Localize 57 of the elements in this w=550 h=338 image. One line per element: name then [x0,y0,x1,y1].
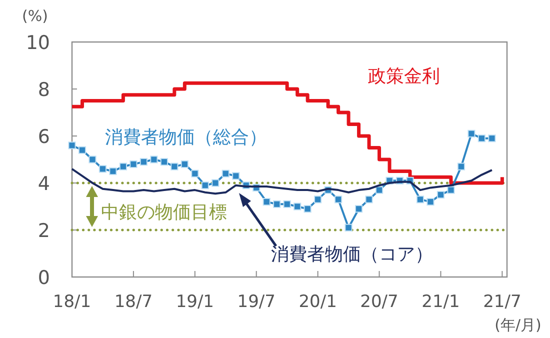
series-label: 政策金利 [368,66,440,87]
point [436,190,445,199]
point [160,158,168,166]
point [140,158,148,166]
x-tick-label: 18/1 [52,292,92,312]
point [222,170,230,178]
point [262,198,270,206]
x-tick-label: 19/7 [237,292,276,312]
x-tick-label: 20/7 [360,292,398,312]
point [334,196,342,204]
point [375,186,384,194]
x-tick-label: 18/7 [114,292,153,312]
line-series [71,168,493,195]
y-axis-title: (%) [22,7,48,25]
point [365,196,373,204]
point [212,179,220,187]
point [426,198,434,206]
x-tick-label: 20/1 [298,292,337,312]
y-tick-label: 10 [26,32,50,54]
point [191,170,199,178]
y-tick-label: 8 [38,79,50,101]
point [88,156,96,164]
y-tick-label: 6 [38,126,50,148]
point [201,182,209,190]
legend-label: 消費者物価（コア） [271,244,433,265]
annotation: 中銀の物価目標 [101,202,227,223]
point [468,130,476,138]
point [488,134,496,142]
y-tick-label: 0 [38,267,50,289]
point [478,134,486,142]
point [180,160,188,168]
x-tick-label: 19/1 [176,292,214,312]
point [78,146,86,154]
point [314,196,322,204]
point [273,200,281,208]
point [68,142,76,150]
point [457,162,466,170]
point [119,162,128,170]
point [170,162,178,170]
point [109,167,117,176]
point [354,205,363,213]
y-tick-label: 2 [38,220,50,242]
point [416,196,424,204]
y-tick-label: 4 [38,173,50,195]
point [150,156,158,164]
point [232,172,240,180]
x-tick-label: 21/1 [422,292,460,312]
x-tick-label: 21/7 [483,292,522,312]
point [98,165,107,173]
point [304,205,312,213]
point [294,202,302,210]
point [344,224,352,232]
x-axis-title: (年/月) [494,316,542,334]
point [130,160,138,168]
point [447,186,455,194]
series-label: 消費者物価（総合） [105,127,267,148]
point [283,200,291,208]
